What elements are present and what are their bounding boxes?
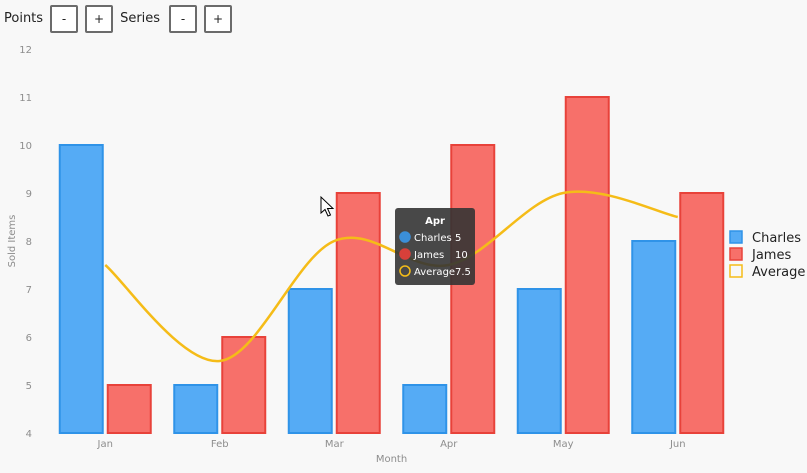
series-decrease-button[interactable]: - xyxy=(169,5,198,33)
tooltip-series-name: Average xyxy=(414,267,455,278)
bar-charles-jun[interactable] xyxy=(631,240,677,434)
bar-james-jan[interactable] xyxy=(106,384,152,434)
tooltip-series-value: 5 xyxy=(455,233,461,244)
bar-james-mar[interactable] xyxy=(335,192,381,434)
legend-swatch-charles[interactable] xyxy=(729,230,743,244)
cursor-arrow-icon xyxy=(320,195,335,217)
x-axis-title: Month xyxy=(376,454,407,465)
series-increase-button[interactable]: + xyxy=(204,5,233,33)
bar-james-feb[interactable] xyxy=(221,336,267,434)
tooltip-title: Apr xyxy=(425,216,445,227)
y-tick-label: 9 xyxy=(26,189,32,200)
bar-james-apr[interactable] xyxy=(450,144,496,434)
points-decrease-button[interactable]: - xyxy=(50,5,79,33)
x-tick-label: Jun xyxy=(669,439,686,450)
legend-label-charles[interactable]: Charles xyxy=(752,231,801,246)
x-tick-label: Feb xyxy=(211,439,229,450)
y-axis: 4 5 6 7 8 9 10 11 12 xyxy=(19,45,32,440)
y-tick-label: 6 xyxy=(26,333,32,344)
x-tick-label: Apr xyxy=(440,439,458,450)
tooltip-series-value: 7.5 xyxy=(455,267,471,278)
bar-charles-feb[interactable] xyxy=(173,384,219,434)
legend-swatch-average[interactable] xyxy=(729,264,743,278)
average-line xyxy=(104,190,679,363)
points-label: Points xyxy=(4,11,44,26)
tooltip-series-name: James xyxy=(413,250,444,261)
x-tick-label: Mar xyxy=(325,439,345,450)
tooltip-series-value: 10 xyxy=(455,250,468,261)
tooltip-marker-average xyxy=(399,265,411,277)
y-tick-label: 11 xyxy=(19,93,32,104)
x-tick-label: May xyxy=(553,439,574,450)
x-axis: Jan Feb Mar Apr May Jun xyxy=(97,439,686,450)
bar-charles-mar[interactable] xyxy=(287,288,333,434)
bar-charles-apr[interactable] xyxy=(402,384,448,434)
legend: Charles James Average xyxy=(729,230,805,280)
legend-label-james[interactable]: James xyxy=(751,248,791,263)
bar-charles-jan[interactable] xyxy=(58,144,104,434)
legend-label-average[interactable]: Average xyxy=(752,265,805,280)
y-tick-label: 4 xyxy=(26,429,32,440)
series-label: Series xyxy=(120,11,161,26)
legend-swatch-james[interactable] xyxy=(729,247,743,261)
average-line-path[interactable] xyxy=(104,190,679,363)
y-tick-label: 7 xyxy=(26,285,32,296)
y-tick-label: 8 xyxy=(26,237,32,248)
bars xyxy=(58,96,725,434)
tooltip-box xyxy=(395,208,475,285)
tooltip-series-name: Charles xyxy=(414,233,452,244)
bar-charles-may[interactable] xyxy=(516,288,562,434)
bar-james-jun[interactable] xyxy=(679,192,725,434)
y-tick-label: 10 xyxy=(19,141,32,152)
x-tick-label: Jan xyxy=(97,439,113,450)
tooltip-marker-charles xyxy=(399,231,411,243)
tooltip-marker-james xyxy=(399,248,411,260)
y-tick-label: 5 xyxy=(26,381,32,392)
y-tick-label: 12 xyxy=(19,45,32,56)
controls-bar: Points - + Series - + xyxy=(4,4,233,34)
points-increase-button[interactable]: + xyxy=(85,5,114,33)
y-axis-title: Sold Items xyxy=(7,215,18,268)
mouse-cursor-icon xyxy=(320,195,335,217)
bar-james-may[interactable] xyxy=(564,96,610,434)
